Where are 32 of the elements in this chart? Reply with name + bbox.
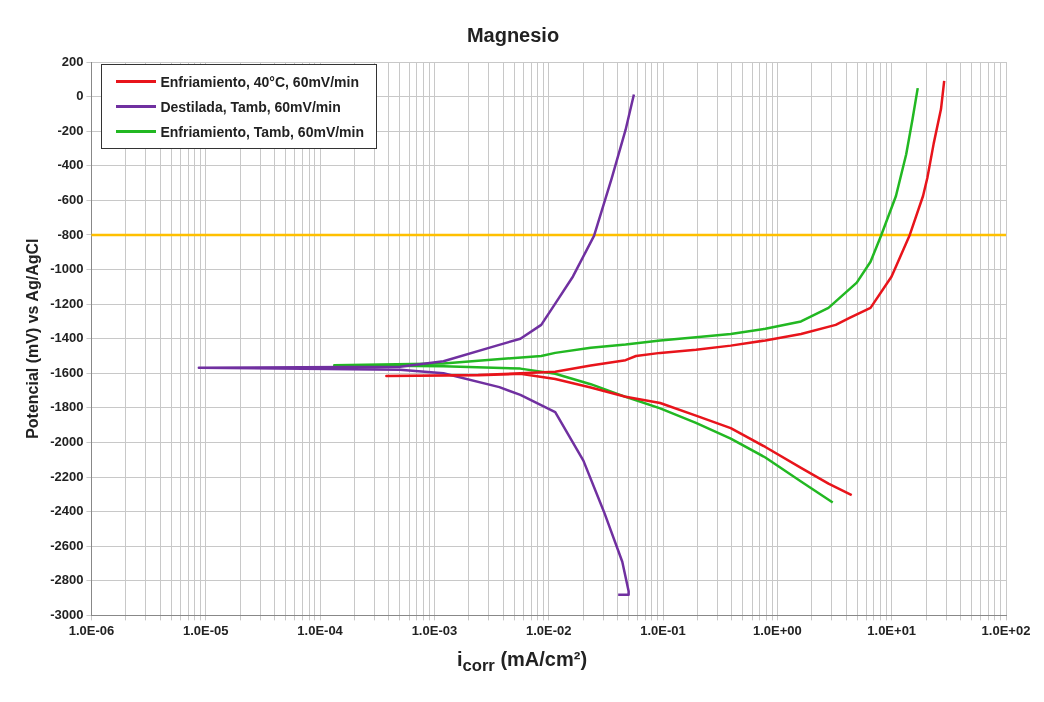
y-tick-label: -2000	[50, 434, 84, 450]
x-tick-label: 1.0E+01	[867, 622, 917, 638]
y-tick-label: -1600	[50, 364, 84, 380]
x-tick-label: 1.0E-05	[182, 622, 229, 638]
y-tick-label: -600	[57, 191, 84, 207]
y-axis-title: Potencial (mV) vs Ag/AgCl	[24, 238, 42, 439]
y-tick-label: 200	[61, 53, 84, 69]
y-tick-label: 0	[76, 88, 84, 104]
y-tick-label: -2600	[50, 537, 84, 553]
legend-label: Enfriamiento, 40°C, 60mV/min	[160, 73, 359, 90]
y-tick-label: -1400	[50, 330, 84, 346]
x-tick-label: 1.0E-03	[411, 622, 458, 638]
x-tick-label: 1.0E-06	[68, 622, 115, 638]
x-tick-label: 1.0E-04	[297, 622, 344, 638]
y-tick-label: -400	[57, 157, 84, 173]
y-tick-label: -3000	[50, 606, 84, 622]
y-tick-label: -2200	[50, 468, 84, 484]
legend-label: Destilada, Tamb, 60mV/min	[160, 98, 341, 115]
y-tick-label: -1800	[50, 399, 84, 415]
legend-label: Enfriamiento, Tamb, 60mV/min	[160, 123, 364, 140]
y-tick-label: -2400	[50, 503, 84, 519]
x-tick-label: 1.0E-02	[525, 622, 572, 638]
chart-title: Magnesio	[466, 23, 560, 46]
y-tick-label: -200	[57, 122, 84, 138]
x-tick-label: 1.0E+02	[981, 622, 1031, 638]
y-tick-label: -800	[57, 226, 84, 242]
x-tick-label: 1.0E+00	[752, 622, 802, 638]
y-tick-label: -2800	[50, 572, 84, 588]
y-tick-label: -1000	[50, 261, 84, 277]
x-axis-title: i$_{corr}$ (mA/cm²)	[455, 648, 589, 676]
x-tick-label: 1.0E-01	[640, 622, 686, 638]
y-tick-label: -1200	[50, 295, 84, 311]
